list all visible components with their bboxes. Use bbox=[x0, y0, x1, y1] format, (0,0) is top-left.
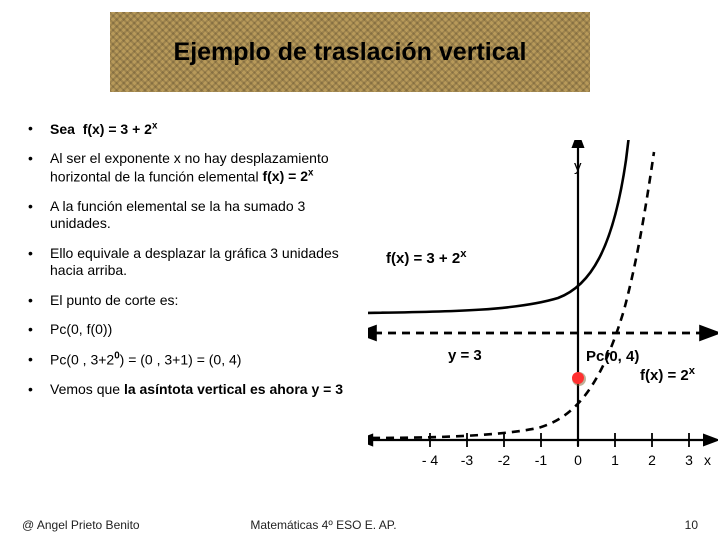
x-tick-label: 0 bbox=[574, 452, 582, 468]
bullet-item: •Al ser el exponente x no hay desplazami… bbox=[28, 150, 368, 186]
bullet-item: •A la función elemental se la ha sumado … bbox=[28, 198, 368, 233]
x-tick-label: -1 bbox=[535, 452, 547, 468]
bullet-marker: • bbox=[28, 245, 50, 280]
bullet-text: A la función elemental se la ha sumado 3… bbox=[50, 198, 368, 233]
x-tick-label: -2 bbox=[498, 452, 510, 468]
bullet-item: •Vemos que la asíntota vertical es ahora… bbox=[28, 381, 368, 399]
x-tick-label: - 4 bbox=[422, 452, 438, 468]
x-tick-label: 3 bbox=[685, 452, 693, 468]
bullet-list: •Sea f(x) = 3 + 2x•Al ser el exponente x… bbox=[28, 120, 368, 410]
bullet-item: •Pc(0 , 3+20) = (0 , 3+1) = (0, 4) bbox=[28, 351, 368, 369]
bullet-marker: • bbox=[28, 292, 50, 310]
bullet-marker: • bbox=[28, 351, 50, 369]
bullet-text: El punto de corte es: bbox=[50, 292, 178, 310]
footer-subject: Matemáticas 4º ESO E. AP. bbox=[250, 518, 396, 532]
x-tick-label: 2 bbox=[648, 452, 656, 468]
bullet-marker: • bbox=[28, 150, 50, 186]
bullet-text: Sea f(x) = 3 + 2x bbox=[50, 120, 157, 138]
title-banner: Ejemplo de traslación vertical bbox=[110, 12, 590, 92]
x-tick-label: -3 bbox=[461, 452, 473, 468]
chart: y x f(x) = 3 + 2x y = 3 f(x) = 2x Pc(0, … bbox=[368, 140, 718, 480]
curve-main-label: f(x) = 3 + 2x bbox=[386, 248, 466, 267]
bullet-item: •Pc(0, f(0)) bbox=[28, 321, 368, 339]
chart-svg bbox=[368, 140, 718, 480]
bullet-text: Ello equivale a desplazar la gráfica 3 u… bbox=[50, 245, 368, 280]
bullet-marker: • bbox=[28, 381, 50, 399]
bullet-text: Vemos que la asíntota vertical es ahora … bbox=[50, 381, 343, 399]
bullet-text: Al ser el exponente x no hay desplazamie… bbox=[50, 150, 368, 186]
bullet-text: Pc(0 , 3+20) = (0 , 3+1) = (0, 4) bbox=[50, 351, 241, 369]
page-number: 10 bbox=[685, 518, 698, 532]
point-label: Pc(0, 4) bbox=[586, 348, 639, 365]
asymptote-label: y = 3 bbox=[448, 347, 482, 364]
bullet-marker: • bbox=[28, 198, 50, 233]
bullet-item: •Sea f(x) = 3 + 2x bbox=[28, 120, 368, 138]
bullet-item: •El punto de corte es: bbox=[28, 292, 368, 310]
y-axis-label: y bbox=[574, 158, 582, 175]
bullet-marker: • bbox=[28, 120, 50, 138]
bullet-text: Pc(0, f(0)) bbox=[50, 321, 112, 339]
x-tick-label: 1 bbox=[611, 452, 619, 468]
bullet-marker: • bbox=[28, 321, 50, 339]
bullet-item: •Ello equivale a desplazar la gráfica 3 … bbox=[28, 245, 368, 280]
footer-author: @ Angel Prieto Benito bbox=[22, 518, 140, 532]
curve-elem-label: f(x) = 2x bbox=[640, 365, 695, 384]
page-title: Ejemplo de traslación vertical bbox=[174, 38, 527, 67]
x-axis-label: x bbox=[704, 452, 711, 468]
